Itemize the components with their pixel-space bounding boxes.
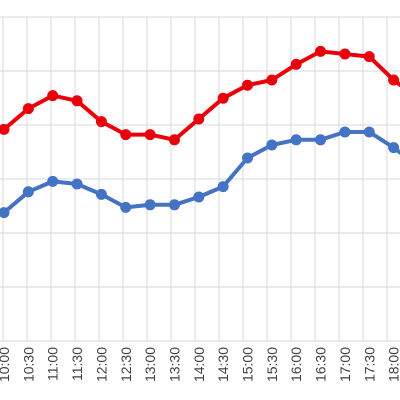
data-point <box>193 113 205 125</box>
data-point <box>266 139 278 151</box>
data-point <box>242 152 253 164</box>
data-point <box>71 178 83 190</box>
x-tick-label: 13:30 <box>166 347 182 382</box>
data-point <box>217 92 229 104</box>
data-point <box>363 126 375 138</box>
data-point <box>290 134 302 146</box>
data-point <box>193 191 205 203</box>
data-point <box>47 175 59 187</box>
data-point <box>266 74 278 86</box>
data-point <box>71 95 83 107</box>
data-point <box>339 126 351 138</box>
x-tick-label: 10:00 <box>0 347 12 382</box>
x-tick-label: 15:30 <box>264 347 280 382</box>
x-tick-label: 14:30 <box>215 347 231 382</box>
x-tick-label: 14:00 <box>191 347 207 382</box>
x-tick-label: 10:30 <box>20 347 36 382</box>
series-blue <box>0 126 400 219</box>
x-tick-label: 13:00 <box>142 347 158 382</box>
data-point <box>144 199 156 211</box>
x-tick-label: 15:00 <box>240 347 256 382</box>
data-point <box>95 116 107 128</box>
x-tick-label: 18:00 <box>386 347 400 382</box>
x-tick-label: 16:00 <box>288 347 304 382</box>
series-layer <box>0 45 400 219</box>
data-point <box>120 201 132 213</box>
data-point <box>388 142 400 154</box>
data-point <box>0 123 10 135</box>
x-tick-label: 12:00 <box>93 347 109 382</box>
data-point <box>315 134 327 146</box>
series-red <box>0 45 400 146</box>
data-point <box>47 90 59 102</box>
data-point <box>144 129 156 141</box>
x-tick-label: 11:30 <box>69 347 85 381</box>
data-point <box>22 103 34 115</box>
data-point <box>0 207 10 219</box>
data-point <box>290 58 302 70</box>
data-point <box>168 199 180 211</box>
x-axis-tick-labels: 10:00 10:30 11:00 11:30 12:00 12:30 13:00 13:30… <box>0 347 400 382</box>
data-point <box>22 186 34 198</box>
x-tick-label: 16:30 <box>313 347 329 382</box>
data-point <box>388 74 400 86</box>
data-point <box>168 134 180 146</box>
data-point <box>95 188 107 200</box>
data-point <box>120 129 132 141</box>
data-point <box>363 51 375 63</box>
data-point <box>339 48 351 60</box>
data-point <box>242 79 253 91</box>
x-tick-label: 17:30 <box>361 347 377 382</box>
x-tick-label: 11:00 <box>45 347 61 381</box>
data-point <box>217 181 229 193</box>
data-point <box>315 45 327 57</box>
x-tick-label: 12:30 <box>118 347 134 382</box>
x-tick-label: 17:00 <box>337 347 353 382</box>
